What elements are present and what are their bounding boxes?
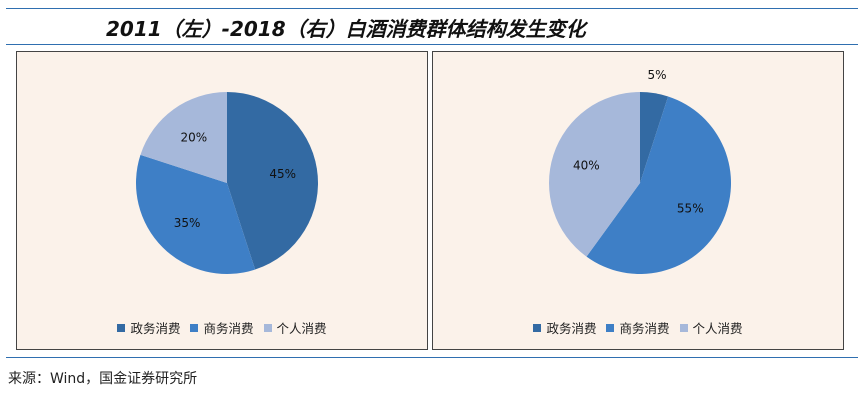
legend-item: 个人消费	[679, 318, 743, 337]
legend-label: 商务消费	[619, 321, 670, 336]
pie-slice-3	[549, 92, 640, 257]
pie-chart-2018: 5% 55% 40%	[549, 68, 731, 274]
top-rule	[6, 8, 858, 9]
data-label-1: 5%	[648, 68, 667, 82]
legend-swatch	[190, 323, 199, 332]
legend-label: 个人消费	[276, 321, 327, 336]
title-rule	[6, 44, 858, 45]
data-label-3: 40%	[573, 159, 600, 173]
pie-slice-1	[640, 92, 669, 183]
legend-swatch	[263, 323, 272, 332]
legend-label: 政务消费	[546, 321, 597, 336]
pie-panel-2011: 45% 35% 20% 政务消费 商务消费 个人消费	[16, 51, 428, 350]
legend-swatch	[533, 323, 542, 332]
chart-title: 2011（左）-2018（右）白酒消费群体结构发生变化	[106, 17, 586, 41]
legend-label: 个人消费	[692, 321, 743, 336]
pie-slice-2	[136, 154, 256, 274]
pie-panel-2018: 5% 55% 40% 政务消费 商务消费 个人消费	[432, 51, 844, 350]
data-label-2: 55%	[677, 202, 704, 216]
pie-slice-1	[227, 92, 318, 270]
legend-2011: 政务消费 商务消费 个人消费	[17, 318, 427, 337]
legend-item: 政务消费	[533, 318, 596, 337]
legend-item: 商务消费	[606, 318, 670, 337]
legend-swatch	[117, 323, 126, 332]
pie-slice-2	[586, 96, 731, 274]
data-label-2: 35%	[174, 216, 201, 230]
legend-label: 商务消费	[203, 321, 254, 336]
legend-swatch	[606, 323, 615, 332]
bottom-rule	[6, 357, 858, 358]
legend-label: 政务消费	[130, 321, 181, 336]
legend-swatch	[679, 323, 688, 332]
source-note: 来源：Wind，国金证券研究所	[8, 371, 198, 387]
data-label-3: 20%	[181, 130, 208, 144]
legend-2018: 政务消费 商务消费 个人消费	[433, 318, 843, 337]
pie-slice-3	[140, 91, 227, 183]
legend-item: 商务消费	[190, 318, 254, 337]
legend-item: 个人消费	[263, 318, 327, 337]
pie-chart-2011: 45% 35% 20%	[136, 91, 318, 274]
data-label-1: 45%	[269, 167, 296, 181]
legend-item: 政务消费	[117, 318, 180, 337]
